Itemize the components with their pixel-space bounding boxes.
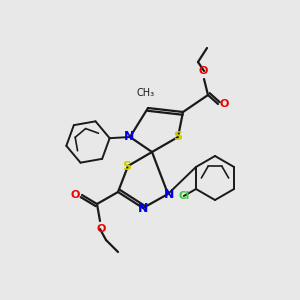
Text: O: O (198, 66, 208, 76)
Text: O: O (70, 190, 80, 200)
Text: O: O (220, 99, 230, 109)
Text: CH₃: CH₃ (137, 88, 155, 98)
Text: S: S (173, 130, 182, 142)
Text: O: O (96, 224, 106, 234)
Text: Cl: Cl (178, 191, 189, 201)
Text: S: S (122, 160, 131, 172)
Text: N: N (164, 188, 174, 200)
Text: N: N (124, 130, 134, 142)
Text: N: N (138, 202, 148, 215)
